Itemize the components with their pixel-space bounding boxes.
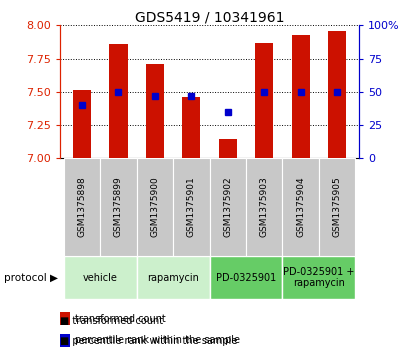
Bar	[137, 158, 173, 256]
Bar	[60, 312, 70, 325]
Bar	[292, 35, 310, 158]
Bar	[110, 44, 127, 158]
Bar	[64, 158, 100, 256]
Bar	[328, 31, 346, 158]
Bar	[283, 256, 355, 299]
Text: transformed count: transformed count	[75, 314, 165, 323]
Text: GSM1375900: GSM1375900	[150, 176, 159, 237]
Bar	[210, 256, 283, 299]
Text: ■ transformed count: ■ transformed count	[60, 316, 163, 326]
Title: GDS5419 / 10341961: GDS5419 / 10341961	[135, 10, 284, 24]
Text: rapamycin: rapamycin	[147, 273, 199, 283]
Text: percentile rank within the sample: percentile rank within the sample	[75, 335, 239, 345]
Bar	[255, 42, 273, 158]
Bar	[283, 158, 319, 256]
Text: GSM1375901: GSM1375901	[187, 176, 196, 237]
Bar	[182, 97, 200, 158]
Text: ■ percentile rank within the sample: ■ percentile rank within the sample	[60, 336, 237, 346]
Bar	[246, 158, 283, 256]
Bar	[73, 90, 91, 158]
Bar	[60, 334, 70, 347]
Bar	[137, 256, 210, 299]
Text: GSM1375898: GSM1375898	[78, 176, 87, 237]
Text: vehicle: vehicle	[83, 273, 118, 283]
Bar	[210, 158, 246, 256]
Text: GSM1375902: GSM1375902	[223, 176, 232, 237]
Text: PD-0325901: PD-0325901	[216, 273, 276, 283]
Bar	[173, 158, 210, 256]
Text: GSM1375904: GSM1375904	[296, 176, 305, 237]
Bar	[100, 158, 137, 256]
Bar	[146, 64, 164, 158]
Text: GSM1375903: GSM1375903	[260, 176, 269, 237]
Text: GSM1375905: GSM1375905	[332, 176, 342, 237]
Text: protocol ▶: protocol ▶	[4, 273, 58, 283]
Text: GSM1375899: GSM1375899	[114, 176, 123, 237]
Bar	[319, 158, 355, 256]
Bar	[219, 139, 237, 158]
Bar	[64, 256, 137, 299]
Text: PD-0325901 +
rapamycin: PD-0325901 + rapamycin	[283, 267, 354, 289]
